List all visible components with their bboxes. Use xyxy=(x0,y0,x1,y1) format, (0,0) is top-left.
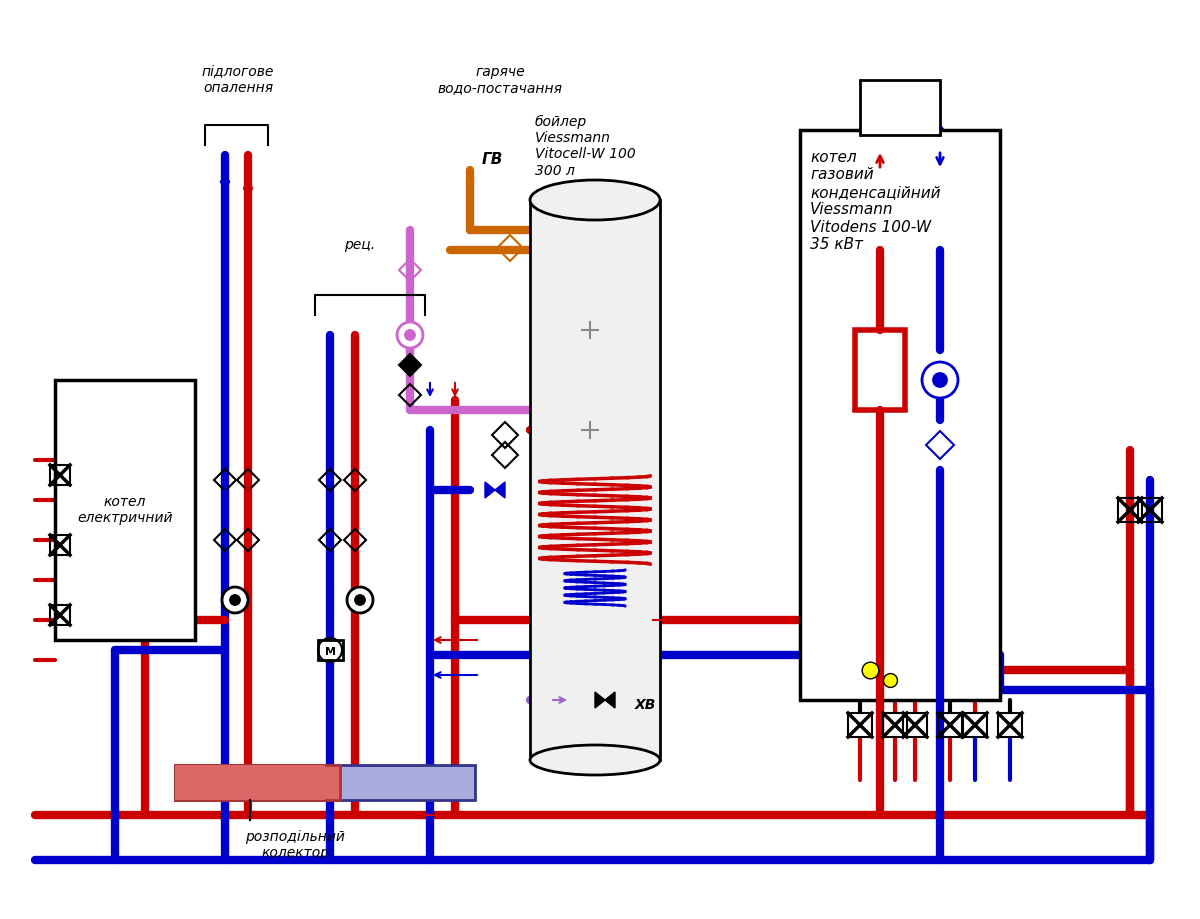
Bar xyxy=(55,380,194,640)
Bar xyxy=(1138,498,1162,522)
Bar xyxy=(318,640,343,660)
Bar xyxy=(964,713,986,737)
Text: підлогове
опалення: підлогове опалення xyxy=(202,65,274,96)
Circle shape xyxy=(347,587,373,613)
Bar xyxy=(50,605,70,625)
Circle shape xyxy=(404,330,415,340)
Polygon shape xyxy=(398,354,421,376)
Circle shape xyxy=(230,595,240,606)
Circle shape xyxy=(932,373,947,387)
Text: котел
газовий
конденсаційний
Viessmann
Vitodens 100-W
35 кВт: котел газовий конденсаційний Viessmann V… xyxy=(810,150,941,252)
Bar xyxy=(998,713,1022,737)
Bar xyxy=(800,130,1000,700)
Text: ХВ: ХВ xyxy=(635,698,656,712)
Text: котел
електричний: котел електричний xyxy=(77,495,173,525)
Bar xyxy=(175,765,340,800)
Text: гаряче
водо-постачання: гаряче водо-постачання xyxy=(438,65,563,96)
Polygon shape xyxy=(485,482,496,498)
Polygon shape xyxy=(496,482,505,498)
Circle shape xyxy=(922,362,958,398)
Text: розподільний
колектор: розподільний колектор xyxy=(245,830,344,860)
Bar xyxy=(1118,498,1142,522)
Bar xyxy=(848,713,872,737)
Text: бойлер
Viessmann
Vitocell-W 100
300 л: бойлер Viessmann Vitocell-W 100 300 л xyxy=(535,115,636,177)
Ellipse shape xyxy=(530,745,660,775)
Bar xyxy=(938,713,962,737)
Bar xyxy=(530,200,660,760)
Text: ГВ: ГВ xyxy=(482,153,503,167)
Circle shape xyxy=(222,587,248,613)
Bar xyxy=(883,713,907,737)
Circle shape xyxy=(355,595,365,606)
Bar xyxy=(175,765,325,800)
Bar xyxy=(175,765,475,800)
Text: M: M xyxy=(325,647,336,657)
Circle shape xyxy=(397,322,424,348)
Bar xyxy=(904,713,928,737)
Bar xyxy=(50,535,70,555)
Text: рец.: рец. xyxy=(344,238,374,252)
Ellipse shape xyxy=(530,180,660,220)
Polygon shape xyxy=(595,692,605,708)
Polygon shape xyxy=(605,692,616,708)
Bar xyxy=(50,465,70,485)
Bar xyxy=(854,330,905,410)
Bar xyxy=(860,80,940,135)
